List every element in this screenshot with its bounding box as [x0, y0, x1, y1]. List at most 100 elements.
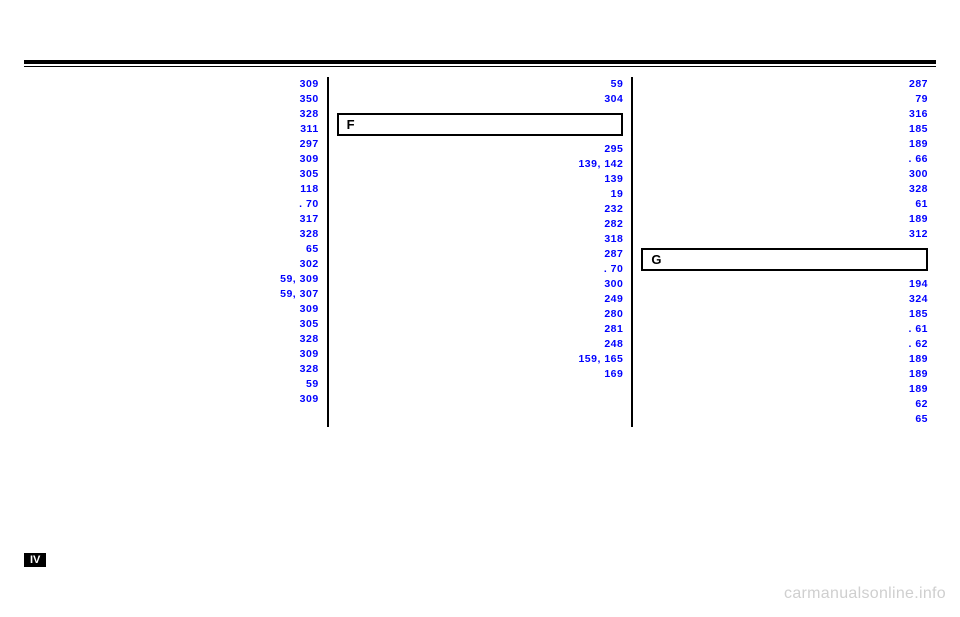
index-entry[interactable]: 248	[337, 337, 624, 352]
index-entry-pages: 328	[296, 362, 319, 377]
index-entry-pages: 189	[905, 367, 928, 382]
index-entry[interactable]: 311	[32, 122, 319, 137]
index-entry[interactable]: 316	[641, 107, 928, 122]
index-entry[interactable]: 324	[641, 292, 928, 307]
index-entry-pages: 280	[600, 307, 623, 322]
index-entry[interactable]: 59, 307	[32, 287, 319, 302]
index-entry[interactable]: 59	[337, 77, 624, 92]
index-entry[interactable]: . 70	[337, 262, 624, 277]
index-entry-pages: . 61	[905, 322, 929, 337]
index-entry-pages: 295	[600, 142, 623, 157]
index-entry[interactable]: 350	[32, 92, 319, 107]
index-entry[interactable]: 305	[32, 317, 319, 332]
index-entry[interactable]: 65	[641, 412, 928, 427]
index-entry[interactable]: 189	[641, 137, 928, 152]
index-entry[interactable]: 139, 142	[337, 157, 624, 172]
index-entry-pages: . 62	[905, 337, 929, 352]
index-entry[interactable]: 169	[337, 367, 624, 382]
index-entry[interactable]: 189	[641, 367, 928, 382]
index-entry-pages: 189	[905, 352, 928, 367]
index-entry[interactable]: 194	[641, 277, 928, 292]
index-entry[interactable]: 328	[32, 362, 319, 377]
index-entry-pages: 249	[600, 292, 623, 307]
index-entry-pages: 305	[296, 317, 319, 332]
index-entry-pages: 189	[905, 137, 928, 152]
index-entry-pages: 59	[302, 377, 319, 392]
index-entry[interactable]: 328	[32, 227, 319, 242]
index-entry[interactable]: 189	[641, 352, 928, 367]
index-entry-pages: 328	[296, 227, 319, 242]
index-entry-pages: 189	[905, 212, 928, 227]
index-entry[interactable]: . 61	[641, 322, 928, 337]
index-entry[interactable]: 19	[337, 187, 624, 202]
index-entry[interactable]: 318	[337, 232, 624, 247]
index-entry[interactable]: 185	[641, 307, 928, 322]
index-entry[interactable]: 309	[32, 302, 319, 317]
index-entry-pages: 281	[600, 322, 623, 337]
index-entry-pages: . 70	[295, 197, 319, 212]
index-entry[interactable]: 328	[32, 107, 319, 122]
index-entry[interactable]: 305	[32, 167, 319, 182]
index-entry-pages: 350	[296, 92, 319, 107]
index-entry[interactable]: 189	[641, 382, 928, 397]
index-entry[interactable]: 159, 165	[337, 352, 624, 367]
index-entry[interactable]: 309	[32, 77, 319, 92]
index-entry[interactable]: 185	[641, 122, 928, 137]
index-entry[interactable]: 328	[641, 182, 928, 197]
index-entry[interactable]: 297	[32, 137, 319, 152]
index-entry[interactable]: 62	[641, 397, 928, 412]
index-entry-pages: 139, 142	[574, 157, 623, 172]
index-entry-pages: 65	[302, 242, 319, 257]
index-entry[interactable]: 295	[337, 142, 624, 157]
index-entry-pages: 194	[905, 277, 928, 292]
index-entry[interactable]: 300	[641, 167, 928, 182]
index-entry-pages: 118	[296, 182, 318, 197]
index-entry[interactable]: 282	[337, 217, 624, 232]
index-entry[interactable]: 118	[32, 182, 319, 197]
index-entry[interactable]: 328	[32, 332, 319, 347]
index-entry-pages: 300	[905, 167, 928, 182]
index-entry[interactable]: 281	[337, 322, 624, 337]
index-entry[interactable]: 309	[32, 392, 319, 407]
section-header-f: F	[337, 113, 624, 136]
index-entry-pages: 328	[296, 332, 319, 347]
index-entry[interactable]: 302	[32, 257, 319, 272]
index-entry[interactable]: 304	[337, 92, 624, 107]
index-entry[interactable]: 287	[337, 247, 624, 262]
index-entry[interactable]: 312	[641, 227, 928, 242]
index-entry-pages: 232	[600, 202, 623, 217]
index-entry-pages: 139	[600, 172, 623, 187]
index-entry[interactable]: . 66	[641, 152, 928, 167]
index-entry[interactable]: . 70	[32, 197, 319, 212]
index-entry[interactable]: 79	[641, 92, 928, 107]
index-entry-pages: 159, 165	[574, 352, 623, 367]
index-entry[interactable]: 287	[641, 77, 928, 92]
index-entry[interactable]: 317	[32, 212, 319, 227]
index-entry[interactable]: 65	[32, 242, 319, 257]
index-entry-pages: 309	[296, 152, 319, 167]
index-entry-pages: 304	[600, 92, 623, 107]
index-entry[interactable]: 189	[641, 212, 928, 227]
index-entry[interactable]: 59	[32, 377, 319, 392]
index-entry-pages: 328	[905, 182, 928, 197]
index-columns: 309350328311297309305118. 70317328653025…	[24, 77, 936, 427]
index-entry[interactable]: . 62	[641, 337, 928, 352]
index-entry[interactable]: 309	[32, 347, 319, 362]
index-entry-pages: 328	[296, 107, 319, 122]
index-entry-pages: 169	[600, 367, 623, 382]
index-entry[interactable]: 232	[337, 202, 624, 217]
column-2: 59304 F 295139, 14213919232282318287. 70…	[329, 77, 634, 427]
index-entry-pages: 189	[905, 382, 928, 397]
index-entry-pages: 309	[296, 77, 319, 92]
index-entry[interactable]: 300	[337, 277, 624, 292]
index-entry[interactable]: 61	[641, 197, 928, 212]
index-entry-pages: 59	[607, 77, 624, 92]
index-entry-pages: 316	[905, 107, 928, 122]
index-entry-pages: 309	[296, 302, 319, 317]
index-entry[interactable]: 139	[337, 172, 624, 187]
index-entry[interactable]: 309	[32, 152, 319, 167]
index-entry[interactable]: 249	[337, 292, 624, 307]
index-entry[interactable]: 280	[337, 307, 624, 322]
index-entry[interactable]: 59, 309	[32, 272, 319, 287]
page-badge: IV	[24, 553, 46, 567]
